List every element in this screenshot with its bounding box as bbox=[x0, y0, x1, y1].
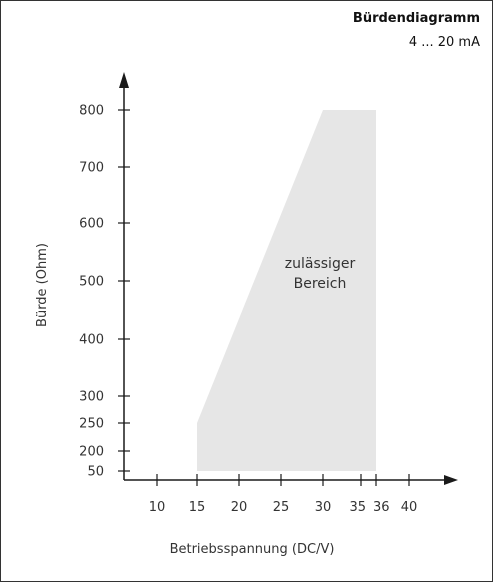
chart-title: Bürdendiagramm bbox=[353, 11, 480, 26]
x-tick-label: 30 bbox=[315, 500, 332, 515]
x-tick-label: 36 bbox=[373, 500, 390, 515]
y-tick-label: 700 bbox=[79, 161, 104, 176]
region-label-line: zulässiger bbox=[285, 256, 356, 272]
y-tick-label: 400 bbox=[79, 333, 104, 348]
x-axis-arrow bbox=[444, 475, 458, 485]
y-tick-label: 300 bbox=[79, 390, 104, 405]
x-tick-label: 40 bbox=[401, 500, 418, 515]
y-tick-label: 500 bbox=[79, 275, 104, 290]
y-axis-title: Bürde (Ohm) bbox=[35, 243, 50, 327]
y-tick-label: 250 bbox=[79, 417, 104, 432]
x-tick-label: 20 bbox=[231, 500, 248, 515]
x-axis-title: Betriebsspannung (DC/V) bbox=[170, 542, 335, 557]
region-label-line: Bereich bbox=[294, 276, 347, 292]
y-tick-label: 200 bbox=[79, 445, 104, 460]
region-layer bbox=[197, 110, 376, 471]
y-axis-arrow bbox=[119, 72, 129, 88]
y-tick-label: 800 bbox=[79, 104, 104, 119]
permissible-region bbox=[197, 110, 376, 471]
x-tick-label: 25 bbox=[273, 500, 290, 515]
y-tick-label: 600 bbox=[79, 217, 104, 232]
chart-subtitle: 4 ... 20 mA bbox=[409, 35, 480, 50]
x-tick-label: 35 bbox=[349, 500, 366, 515]
x-tick-label: 10 bbox=[149, 500, 166, 515]
y-ticks-layer: 50 200 250 300 400 500 600 700 800 bbox=[79, 104, 130, 480]
x-tick-label: 15 bbox=[189, 500, 206, 515]
x-ticks-layer: 10 15 20 25 30 35 36 40 bbox=[149, 474, 418, 515]
region-label-layer: zulässiger Bereich bbox=[285, 256, 356, 292]
y-tick-label: 50 bbox=[87, 465, 104, 480]
